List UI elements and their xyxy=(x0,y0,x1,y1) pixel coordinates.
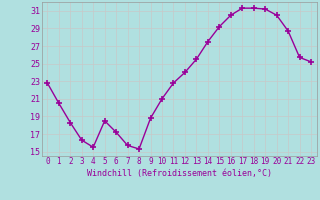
X-axis label: Windchill (Refroidissement éolien,°C): Windchill (Refroidissement éolien,°C) xyxy=(87,169,272,178)
